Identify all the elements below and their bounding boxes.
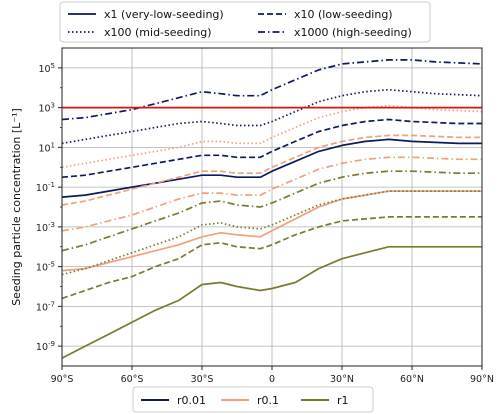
legend-seeding-label: x1000 (high-seeding) [294,26,412,39]
y-axis-label: Seeding particle concentration [L⁻¹] [10,108,23,306]
y-tick-label: 10-9 [36,340,55,353]
series-line-r001-x10 [61,118,482,179]
series-line-r001-x1000 [61,59,483,121]
series-line-r1-x1000 [61,170,482,252]
series-layer [61,59,483,359]
legend-seeding: x1 (very-low-seeding) x10 (low-seeding) x1… [59,1,431,43]
x-tick-label: 60°N [400,374,424,385]
legend-seeding-label: x10 (low-seeding) [294,8,393,21]
y-tick-label: 10-1 [36,181,55,194]
series-line-r1-x10 [61,216,482,300]
legend-radius-label: r0.01 [177,394,206,407]
legend-seeding-label: x1 (very-low-seeding) [104,8,224,21]
series-line-r01-x1 [61,190,482,272]
legend-radius-label: r0.1 [257,394,279,407]
legend-radius: r0.01 r0.1 r1 [132,386,374,413]
x-tick-label: 30°S [191,374,214,385]
series-line-r001-x1 [61,138,482,198]
legend-seeding-label: x100 (mid-seeding) [104,26,212,39]
legend-radius-box [132,386,374,413]
x-tick-label: 0 [269,374,275,385]
y-tick-label: 10-5 [36,261,55,274]
y-axis: 10-9 10-7 10-5 10-3 10-1 101 103 105 [36,62,62,353]
series-line-r1-x100 [61,190,482,276]
series-line-r01-x10 [61,134,482,206]
legend-radius-label: r1 [337,394,349,407]
y-tick-label: 101 [38,141,55,154]
legend-seeding-box [59,1,431,43]
x-tick-label: 90°N [470,374,494,385]
series-line-r1-x1 [61,245,482,359]
x-axis: 90°S 60°S 30°S 0 30°N 60°N 90°N [51,366,494,385]
x-tick-label: 60°S [121,374,144,385]
y-tick-label: 103 [38,102,55,115]
series-line-r01-x1000 [61,156,482,232]
y-tick-label: 10-7 [36,300,55,313]
x-tick-label: 90°S [51,374,74,385]
y-tick-label: 10-3 [36,221,55,234]
x-tick-label: 30°N [330,374,354,385]
y-tick-label: 105 [38,62,55,75]
